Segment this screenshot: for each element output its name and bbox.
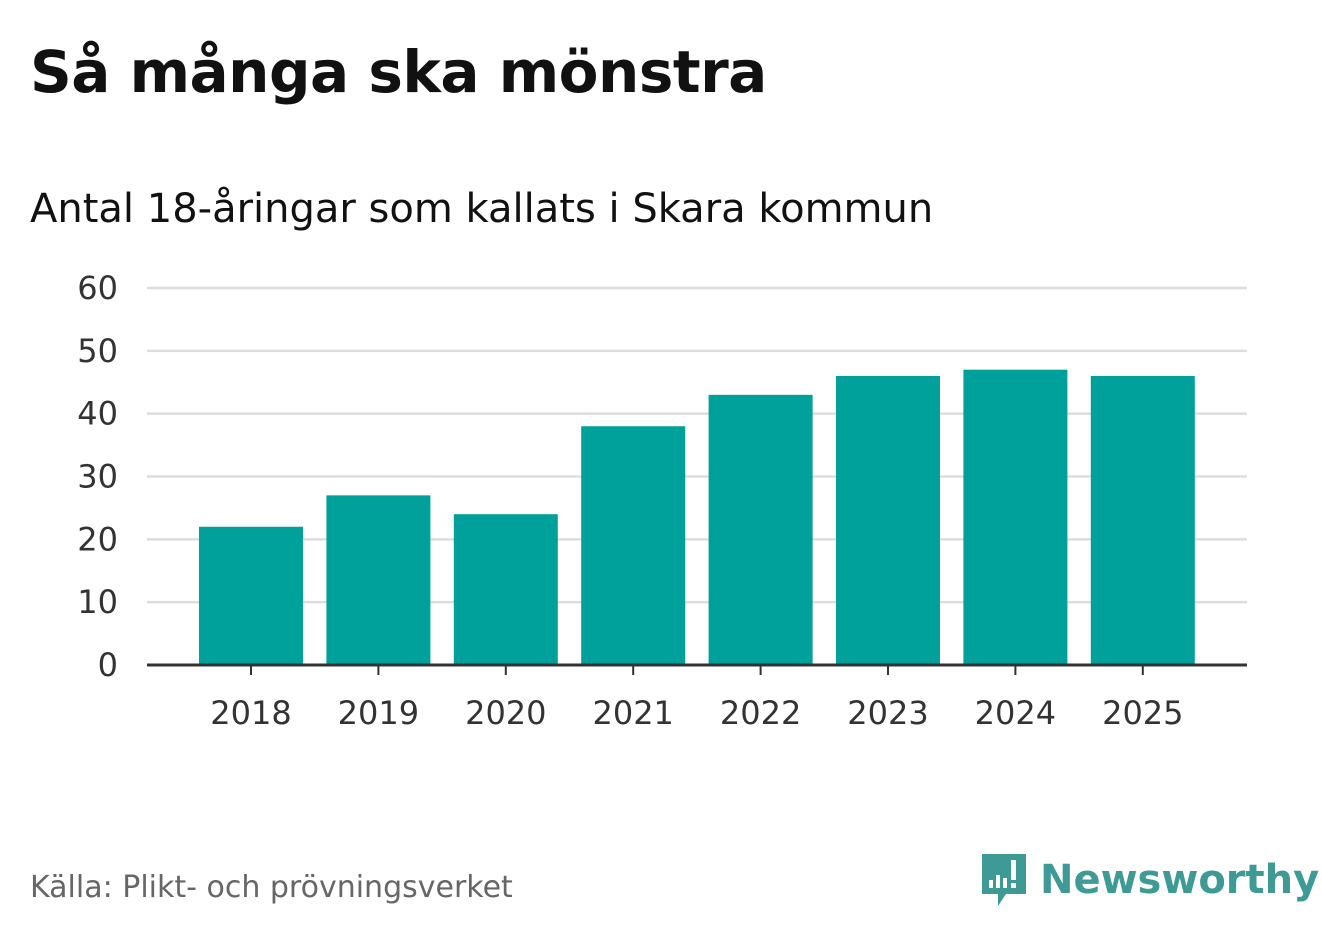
x-tick-label: 2020 (465, 694, 546, 732)
x-tick-label: 2018 (210, 694, 291, 732)
x-tick-label: 2019 (338, 694, 419, 732)
bars (199, 369, 1195, 665)
y-tick-label: 40 (77, 395, 118, 433)
y-tick-label: 0 (98, 646, 118, 684)
chart-title: Så många ska mönstra (30, 38, 767, 106)
y-tick-label: 30 (77, 458, 118, 496)
source-note: Källa: Plikt- och prövningsverket (30, 870, 513, 905)
bar-2018 (199, 526, 303, 665)
y-axis-ticks: 0 10 20 30 40 50 60 (77, 269, 118, 684)
x-tick-label: 2021 (592, 694, 673, 732)
bar-2020 (453, 514, 558, 665)
bar-2025 (1090, 375, 1195, 665)
bar-2021 (581, 426, 686, 665)
x-tick-label: 2023 (847, 694, 928, 732)
x-tick-label: 2025 (1102, 694, 1183, 732)
y-tick-label: 10 (77, 583, 118, 621)
newsworthy-logo-text: Newsworthy (1040, 857, 1320, 903)
x-tick-label: 2024 (975, 694, 1056, 732)
bar-2019 (326, 495, 431, 665)
bar-2022 (708, 394, 813, 665)
x-tick-label: 2022 (720, 694, 801, 732)
bar-2023 (836, 375, 940, 665)
x-axis: 2018 2019 2020 2021 2022 2023 2024 2025 (147, 663, 1247, 732)
bar-2024 (963, 369, 1068, 665)
gridlines (147, 286, 1247, 604)
newsworthy-logo-icon (982, 854, 1026, 906)
y-tick-label: 20 (77, 520, 118, 558)
chart-subtitle: Antal 18-åringar som kallats i Skara kom… (30, 186, 934, 232)
newsworthy-logo: Newsworthy (980, 850, 1319, 910)
y-tick-label: 60 (77, 269, 118, 307)
y-tick-label: 50 (77, 332, 118, 370)
